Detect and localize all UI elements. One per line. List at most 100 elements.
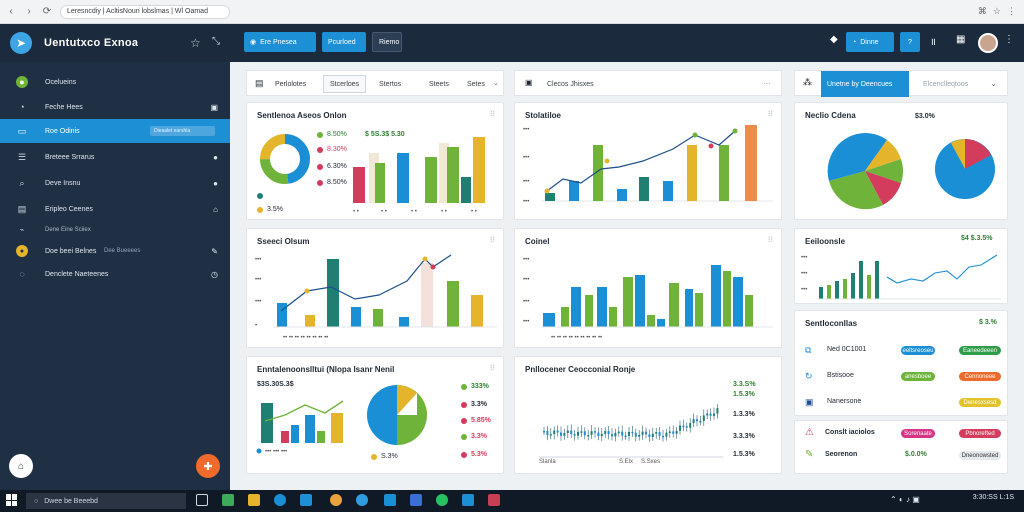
store-icon[interactable]: [384, 494, 396, 506]
sidebar-item-4[interactable]: ☰ Breteee Srrarus ●: [0, 145, 230, 169]
tag-icon: ✎: [805, 449, 814, 460]
tab-5[interactable]: Setes: [467, 80, 485, 88]
candle: [655, 432, 658, 434]
word-icon[interactable]: [462, 494, 474, 506]
more-dots-icon[interactable]: ⁝⁝: [767, 109, 773, 118]
more-dots-icon[interactable]: ⁝⁝: [489, 109, 495, 118]
taskbar-search[interactable]: ○ Dwee be Beeebd: [26, 493, 186, 509]
more-dots-icon[interactable]: ⋯: [763, 79, 771, 88]
status-badge[interactable]: anesboee: [901, 372, 935, 381]
tabbar-mid: ▣ Clecos Jhisxes ⋯: [514, 70, 782, 96]
candle: [563, 432, 566, 436]
star-icon[interactable]: ☆: [992, 6, 1001, 16]
status-badge[interactable]: Pbnorefted: [959, 429, 1001, 438]
candle: [631, 431, 634, 434]
donut-chart: [260, 134, 310, 184]
reload-icon[interactable]: ⟳: [42, 6, 52, 17]
tab-right-1[interactable]: Unetne by Deencues: [821, 71, 909, 97]
legend-item: 3.3%: [461, 401, 487, 408]
status-badge[interactable]: Dneonowsted: [959, 451, 1001, 460]
candle: [634, 432, 637, 437]
address-bar[interactable]: Leresncdiy | AcltisNoun lobslmas | Wl Oa…: [60, 4, 230, 19]
candle: [597, 432, 600, 437]
tab-3[interactable]: Stertos: [379, 80, 402, 88]
candle: [546, 431, 549, 436]
mail-icon[interactable]: [300, 494, 312, 506]
info-icon: ●: [213, 152, 218, 162]
sidebar-item-2[interactable]: ◔ Feche Hees ▣: [0, 95, 230, 119]
forward-icon[interactable]: ›: [27, 6, 31, 17]
topbar-button-3[interactable]: Riemo: [372, 32, 402, 52]
sidebar-item-label: Breteee Srrarus: [45, 153, 95, 161]
more-icon[interactable]: ⋮: [1004, 34, 1014, 45]
apps-grid-icon[interactable]: ▦: [956, 34, 966, 45]
sidebar-item-extra: Dee Bueeees: [104, 248, 141, 254]
chevron-down-icon[interactable]: ⌄: [990, 79, 997, 88]
svg-text:•••: •••: [255, 299, 261, 305]
pause-icon[interactable]: ॥: [930, 37, 936, 48]
topbar-button-1[interactable]: ◉ Ere Pnesea: [244, 32, 316, 52]
whatsapp-icon[interactable]: [436, 494, 448, 506]
media-icon[interactable]: [488, 494, 500, 506]
sidebar-item-7[interactable]: ⌁ Dene Eine Sciiex: [0, 222, 230, 238]
add-button[interactable]: ✚: [196, 454, 220, 478]
more-dots-icon[interactable]: ⁝⁝: [489, 363, 495, 372]
start-icon[interactable]: [6, 494, 18, 506]
status-badge[interactable]: eeltsreoseu: [901, 346, 935, 355]
sidebar-item-9[interactable]: ◌ Denclete Naeteenes ◷: [0, 262, 230, 286]
status-badge[interactable]: Cennoneee: [959, 372, 1001, 381]
back-icon[interactable]: ‹: [9, 6, 13, 17]
more-dots-icon[interactable]: ⁝⁝: [489, 235, 495, 244]
tab-right-2[interactable]: Elcenclleqtoos: [923, 80, 969, 88]
svg-text:•••: •••: [255, 257, 261, 263]
gauge-icon: ◔: [19, 102, 25, 112]
user-avatar[interactable]: ⌂: [9, 454, 33, 478]
tab-2[interactable]: Stcerloes: [323, 75, 367, 93]
candle: [689, 423, 692, 428]
files-icon[interactable]: [222, 494, 234, 506]
chevron-down-icon[interactable]: ⌄: [493, 80, 499, 87]
chrome-icon[interactable]: [330, 494, 342, 506]
calendar-icon[interactable]: [410, 494, 422, 506]
sidebar-search-field[interactable]: Dieaalet earshla: [150, 126, 215, 136]
browser-icon[interactable]: [274, 494, 286, 506]
card-title: Stolatiloe: [525, 111, 562, 120]
sidebar-item-overview[interactable]: ● Ocelueins: [0, 70, 230, 94]
collapse-icon[interactable]: ⤡: [212, 36, 220, 47]
svg-text:•••: •••: [801, 255, 807, 261]
card-candlestick: Pnllocener Ceocconial Ronje Slanla S.Elx…: [514, 356, 782, 474]
explorer-icon[interactable]: [248, 494, 260, 506]
edge-icon[interactable]: [356, 494, 368, 506]
sidebar-item-6[interactable]: ▤ Eripleo Ceenes ⌂: [0, 197, 230, 221]
help-button[interactable]: ?: [900, 32, 920, 52]
more-dots-icon[interactable]: ⁝⁝: [767, 235, 773, 244]
point: [604, 158, 610, 164]
user-avatar-top[interactable]: [978, 33, 998, 53]
candle: [577, 431, 579, 436]
tab-4[interactable]: Steets: [429, 80, 449, 88]
sidebar-item-5[interactable]: ⌕ Deve Insnu ●: [0, 171, 230, 195]
candle: [611, 434, 613, 437]
bar-chart: ••• ••• ••• ••• •• •• •• •• •• •• •• •• …: [523, 257, 773, 341]
legend-item: 8.50%: [317, 131, 347, 138]
card-title: Coinel: [525, 237, 550, 246]
sidebar-item-8[interactable]: ● Doe beei Belnes Dee Bueeees ✎: [0, 239, 230, 263]
tray-icons[interactable]: ⌃ ◐ ♪ ▣: [890, 495, 920, 504]
taskview-icon[interactable]: [196, 494, 208, 506]
tab-1[interactable]: Perlolotes: [275, 80, 307, 88]
extension-icon[interactable]: ⌘: [977, 6, 987, 16]
legend-item: 5.85%: [461, 417, 491, 424]
topbar-right-button[interactable]: ◔ Dinne: [846, 32, 894, 52]
settings-icon[interactable]: ◆: [830, 34, 838, 45]
info-icon: ●: [213, 178, 218, 188]
menu-icon[interactable]: ⋮: [1007, 6, 1016, 16]
app-logo[interactable]: ➤: [10, 32, 32, 54]
sidebar-item-3[interactable]: ▭ Roe Odinis Dieaalet earshla: [0, 119, 230, 143]
pin-icon[interactable]: ☆: [190, 36, 201, 50]
status-badge[interactable]: Denesxsesd: [959, 398, 1001, 407]
tab-mid[interactable]: Clecos Jhisxes: [547, 80, 594, 88]
candle: [587, 434, 590, 437]
status-badge[interactable]: Sorenaate: [901, 429, 935, 438]
topbar-button-2[interactable]: Pcurloed: [322, 32, 366, 52]
status-badge[interactable]: Eaneedeeen: [959, 346, 1001, 355]
